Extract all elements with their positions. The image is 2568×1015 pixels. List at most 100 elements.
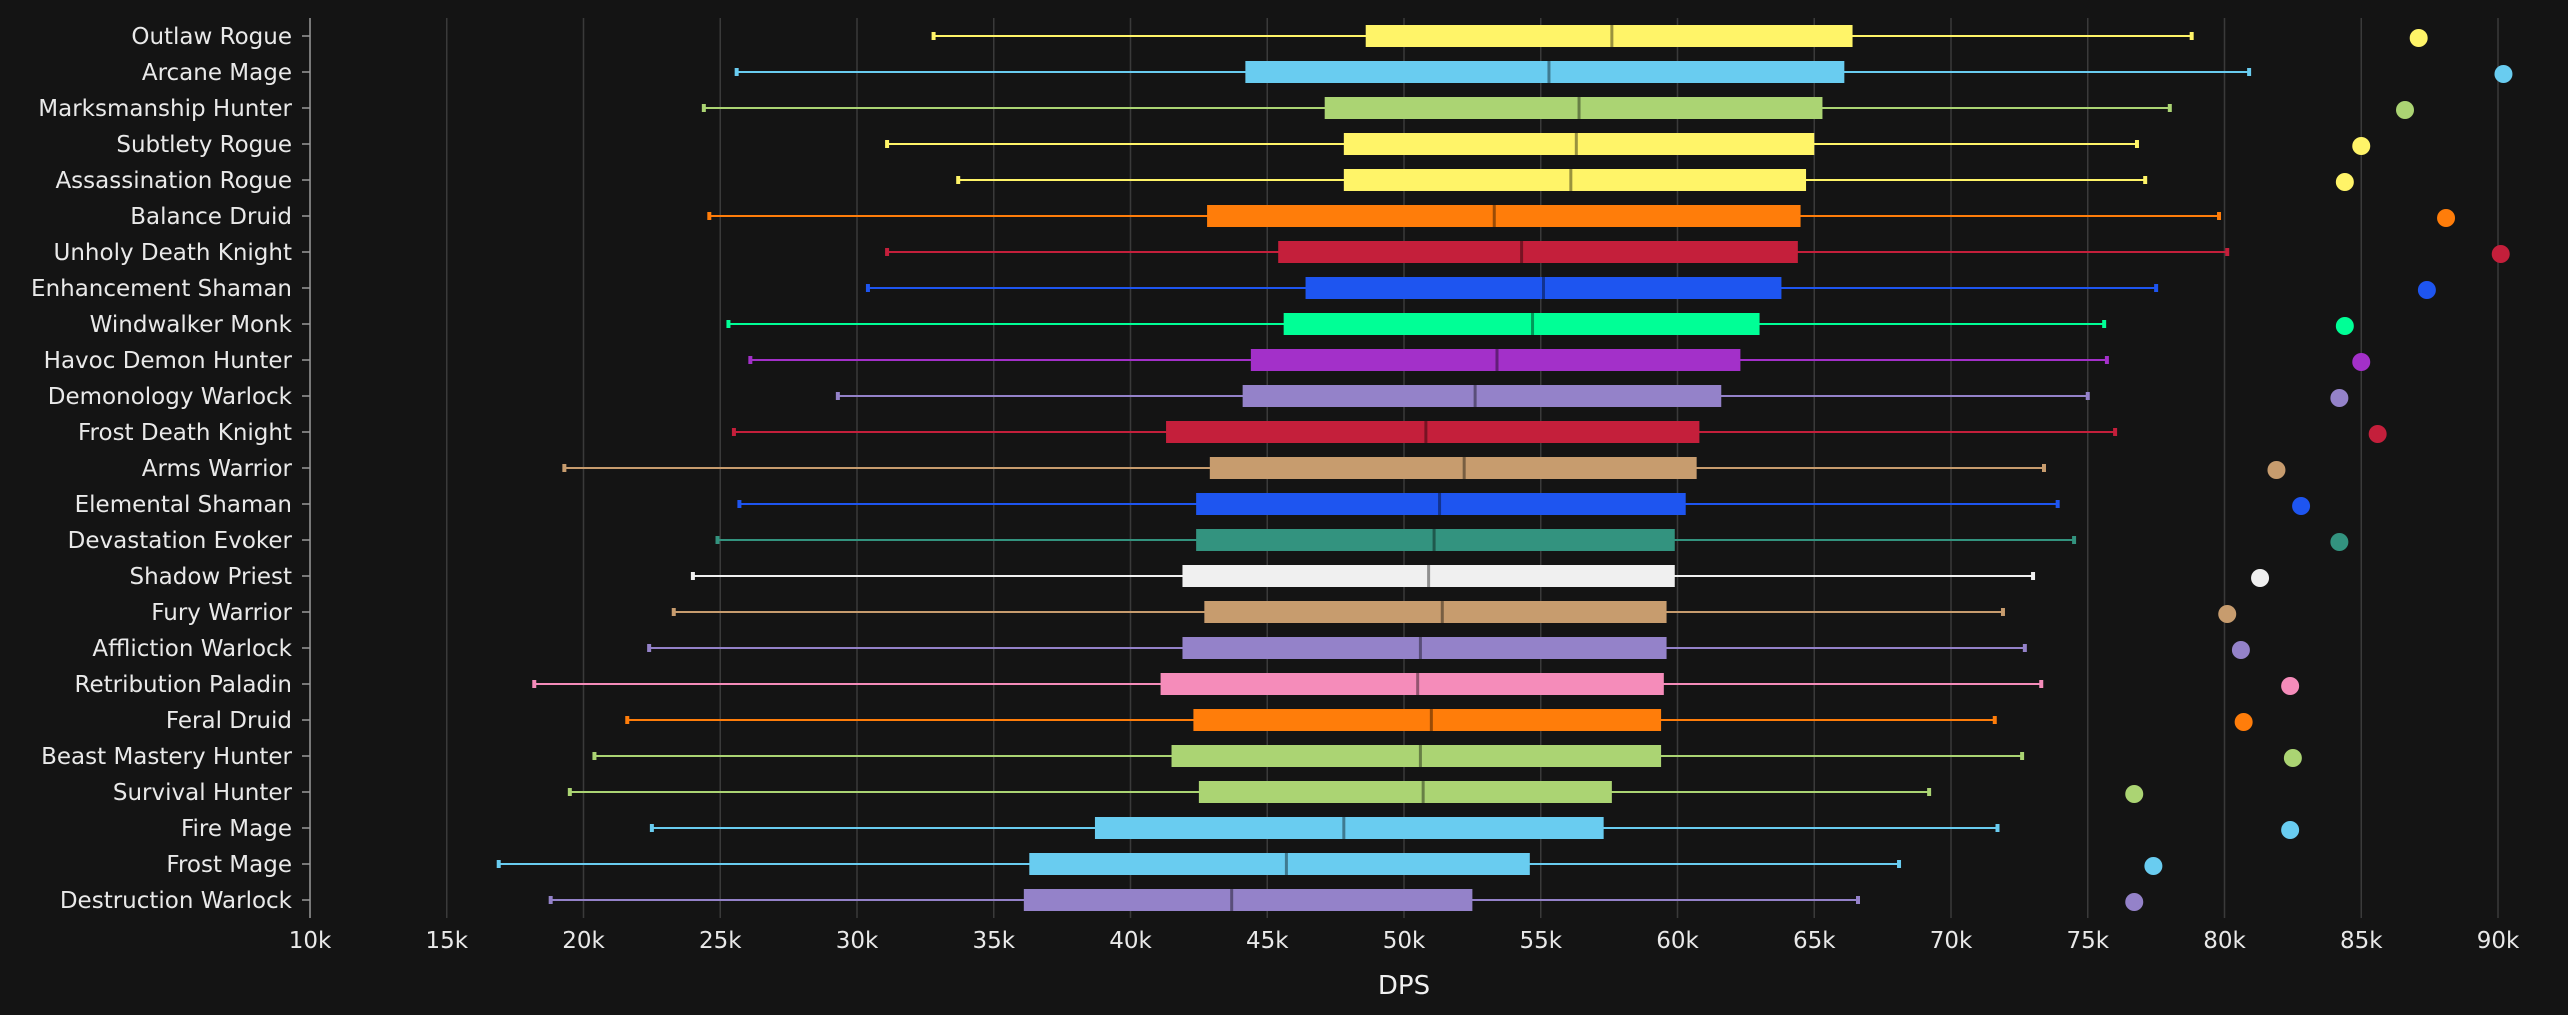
category-label-balance-druid: Balance Druid — [130, 204, 292, 230]
box-arcane-mage[interactable] — [734, 61, 2513, 83]
outlier-point-outlaw-rogue[interactable] — [2409, 29, 2428, 47]
category-label-feral-druid: Feral Druid — [166, 708, 292, 734]
category-label-arcane-mage: Arcane Mage — [142, 60, 292, 86]
iqr-box-beast-mastery-hunter — [1171, 745, 1662, 767]
outlier-point-demonology-warlock[interactable] — [2330, 389, 2349, 407]
box-havoc-demon-hunter[interactable] — [748, 349, 2371, 371]
category-label-devastation-evoker: Devastation Evoker — [68, 528, 293, 554]
box-fury-warrior[interactable] — [671, 601, 2237, 623]
category-label-marksmanship-hunter: Marksmanship Hunter — [38, 96, 292, 122]
outlier-point-frost-mage[interactable] — [2144, 857, 2163, 875]
x-tick-label: 75k — [2066, 928, 2109, 954]
box-windwalker-monk[interactable] — [726, 313, 2354, 335]
iqr-box-frost-mage — [1029, 853, 1530, 875]
category-label-destruction-warlock: Destruction Warlock — [60, 888, 293, 914]
box-retribution-paladin[interactable] — [532, 673, 2300, 695]
box-elemental-shaman[interactable] — [737, 493, 2311, 515]
iqr-box-assassination-rogue — [1343, 169, 1807, 191]
box-unholy-death-knight[interactable] — [885, 241, 2510, 263]
x-tick-label: 65k — [1793, 928, 1836, 954]
box-devastation-evoker[interactable] — [715, 529, 2349, 551]
x-tick-label: 90k — [2477, 928, 2520, 954]
iqr-box-retribution-paladin — [1160, 673, 1664, 695]
iqr-box-destruction-warlock — [1023, 889, 1473, 911]
category-label-demonology-warlock: Demonology Warlock — [48, 384, 293, 410]
x-tick-label: 55k — [1519, 928, 1562, 954]
category-label-fire-mage: Fire Mage — [181, 816, 292, 842]
x-tick-label: 35k — [972, 928, 1015, 954]
x-tick-label: 15k — [425, 928, 468, 954]
outlier-point-affliction-warlock[interactable] — [2231, 641, 2250, 659]
x-tick-label: 60k — [1656, 928, 1699, 954]
x-tick-label: 40k — [1109, 928, 1152, 954]
box-subtlety-rogue[interactable] — [885, 133, 2371, 155]
x-tick-label: 30k — [836, 928, 879, 954]
outlier-point-retribution-paladin[interactable] — [2281, 677, 2300, 695]
x-tick-label: 10k — [289, 928, 332, 954]
category-label-elemental-shaman: Elemental Shaman — [75, 492, 292, 518]
category-labels: Outlaw Rogue Arcane Mage Marksmanship Hunt… — [31, 24, 310, 914]
box-marksmanship-hunter[interactable] — [701, 97, 2415, 119]
category-label-assassination-rogue: Assassination Rogue — [55, 168, 292, 194]
category-label-arms-warrior: Arms Warrior — [142, 456, 293, 482]
outlier-point-enhancement-shaman[interactable] — [2417, 281, 2436, 299]
box-balance-druid[interactable] — [707, 205, 2456, 227]
iqr-box-unholy-death-knight — [1278, 241, 1798, 263]
outlier-point-survival-hunter[interactable] — [2125, 785, 2144, 803]
box-outlaw-rogue[interactable] — [931, 25, 2428, 47]
box-survival-hunter[interactable] — [567, 781, 2144, 803]
outlier-point-fury-warrior[interactable] — [2218, 605, 2237, 623]
iqr-box-arcane-mage — [1245, 61, 1845, 83]
outlier-point-destruction-warlock[interactable] — [2125, 893, 2144, 911]
iqr-box-arms-warrior — [1209, 457, 1697, 479]
outlier-point-beast-mastery-hunter[interactable] — [2283, 749, 2302, 767]
outlier-point-arcane-mage[interactable] — [2494, 65, 2513, 83]
iqr-box-outlaw-rogue — [1365, 25, 1853, 47]
box-beast-mastery-hunter[interactable] — [592, 745, 2302, 767]
iqr-box-demonology-warlock — [1242, 385, 1722, 407]
outlier-point-subtlety-rogue[interactable] — [2352, 137, 2371, 155]
box-assassination-rogue[interactable] — [956, 169, 2354, 191]
category-label-outlaw-rogue: Outlaw Rogue — [131, 24, 292, 50]
box-demonology-warlock[interactable] — [835, 385, 2349, 407]
box-feral-druid[interactable] — [625, 709, 2253, 731]
category-label-unholy-death-knight: Unholy Death Knight — [54, 240, 292, 266]
outlier-point-elemental-shaman[interactable] — [2292, 497, 2311, 515]
outlier-point-havoc-demon-hunter[interactable] — [2352, 353, 2371, 371]
category-label-shadow-priest: Shadow Priest — [129, 564, 292, 590]
category-label-retribution-paladin: Retribution Paladin — [75, 672, 293, 698]
outlier-point-marksmanship-hunter[interactable] — [2396, 101, 2415, 119]
iqr-box-affliction-warlock — [1182, 637, 1667, 659]
category-label-subtlety-rogue: Subtlety Rogue — [116, 132, 292, 158]
outlier-point-frost-death-knight[interactable] — [2368, 425, 2387, 443]
outlier-point-fire-mage[interactable] — [2281, 821, 2300, 839]
box-frost-death-knight[interactable] — [731, 421, 2387, 443]
x-tick-label: 20k — [562, 928, 605, 954]
box-frost-mage[interactable] — [496, 853, 2163, 875]
box-destruction-warlock[interactable] — [548, 889, 2144, 911]
iqr-box-feral-druid — [1193, 709, 1662, 731]
outlier-point-devastation-evoker[interactable] — [2330, 533, 2349, 551]
outlier-point-assassination-rogue[interactable] — [2335, 173, 2354, 191]
box-shadow-priest[interactable] — [690, 565, 2270, 587]
outlier-point-unholy-death-knight[interactable] — [2491, 245, 2510, 263]
iqr-box-subtlety-rogue — [1343, 133, 1815, 155]
outlier-point-feral-druid[interactable] — [2234, 713, 2253, 731]
x-axis-ticks: 10k 15k 20k 25k 30k 35k 40k 45k 50k 55k 60k 65k 70k 7… — [289, 928, 2520, 954]
category-label-fury-warrior: Fury Warrior — [151, 600, 292, 626]
box-enhancement-shaman[interactable] — [865, 277, 2436, 299]
iqr-box-survival-hunter — [1198, 781, 1612, 803]
category-label-affliction-warlock: Affliction Warlock — [92, 636, 292, 662]
box-affliction-warlock[interactable] — [647, 637, 2250, 659]
outlier-point-arms-warrior[interactable] — [2267, 461, 2286, 479]
outlier-point-shadow-priest[interactable] — [2251, 569, 2270, 587]
category-label-enhancement-shaman: Enhancement Shaman — [31, 276, 292, 302]
category-label-havoc-demon-hunter: Havoc Demon Hunter — [44, 348, 293, 374]
iqr-box-windwalker-monk — [1283, 313, 1760, 335]
outlier-point-windwalker-monk[interactable] — [2335, 317, 2354, 335]
x-tick-label: 50k — [1383, 928, 1426, 954]
box-fire-mage[interactable] — [649, 817, 2300, 839]
outlier-point-balance-druid[interactable] — [2437, 209, 2456, 227]
box-arms-warrior[interactable] — [562, 457, 2286, 479]
